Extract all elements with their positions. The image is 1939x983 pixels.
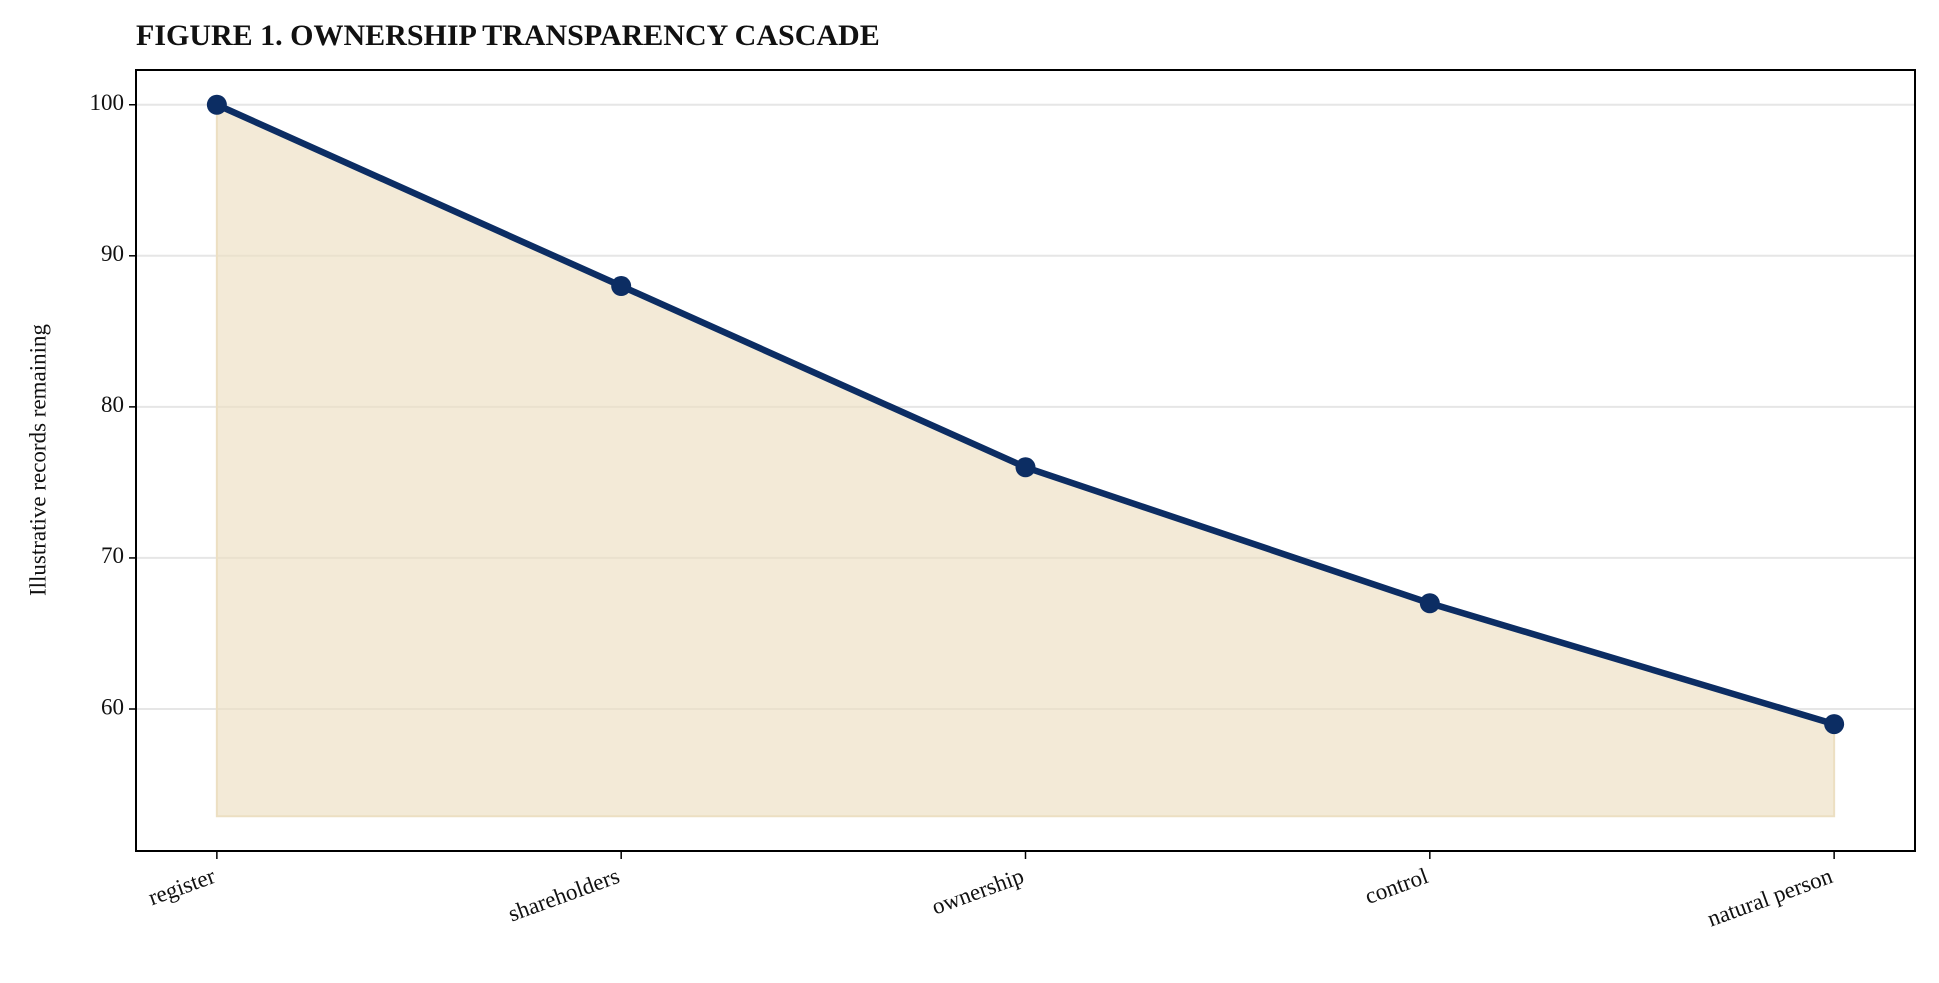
y-tick-label: 90 [101,241,124,266]
x-tick-label: shareholders [505,863,623,926]
chart-title: FIGURE 1. OWNERSHIP TRANSPARENCY CASCADE [136,19,880,52]
point [611,276,632,297]
plot-frame [135,69,1916,852]
y-tick-label: 70 [101,543,124,568]
y-tick-label: 100 [90,90,125,115]
point [1015,457,1036,478]
x-tick-label: ownership [928,863,1027,919]
x-tick-label: control [1362,863,1432,909]
point [1824,714,1845,735]
x-tick-label: natural person [1704,863,1836,931]
y-tick-label: 60 [101,694,124,719]
point [206,94,227,115]
y-axis-label: Illustrative records remaining [25,323,50,596]
point [1419,593,1440,614]
x-tick-label: register [145,863,219,910]
y-tick-label: 80 [101,392,124,417]
